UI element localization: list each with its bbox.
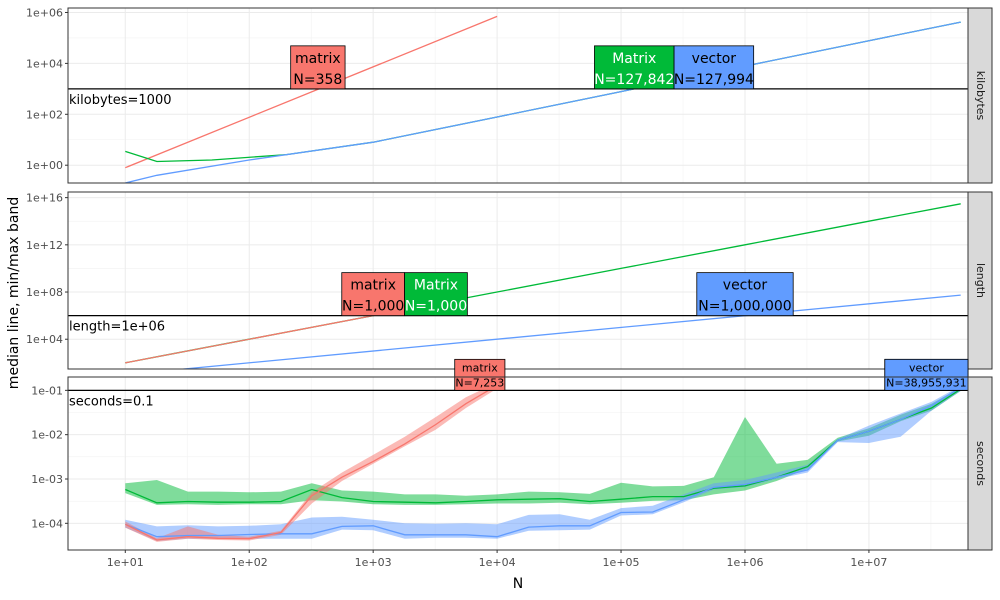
direct-label-n: N=38,955,931 (886, 376, 966, 389)
y-tick-label: 1e+04 (26, 57, 63, 70)
direct-label-matrix: matrix N=1,000 (341, 272, 405, 317)
direct-label-box (696, 272, 794, 317)
x-axis: 1e+01 1e+02 1e+03 1e+04 1e+05 1e+06 1e+07 (107, 550, 887, 569)
direct-label-n: N=1,000 (342, 299, 404, 315)
line-matrix (125, 15, 498, 169)
direct-label-name: vector (723, 278, 768, 294)
direct-label-n: N=7,253 (455, 376, 504, 389)
line-matrix (125, 384, 498, 541)
direct-label-matrix: matrix N=7,253 (454, 358, 506, 391)
x-axis-title: N (513, 576, 523, 592)
direct-label-Matrix: Matrix N=127,842 (594, 45, 675, 90)
y-tick-label: 1e-04 (31, 517, 63, 530)
x-tick-label: 1e+07 (850, 556, 887, 569)
direct-label-box (290, 45, 346, 90)
y-tick-label: 1e+16 (26, 192, 63, 205)
direct-label-name: matrix (350, 278, 396, 294)
direct-label-name: vector (909, 361, 944, 374)
panel-data (125, 203, 961, 369)
direct-label-n: N=127,994 (674, 72, 754, 88)
strip-background (967, 7, 993, 184)
direct-label-box (454, 358, 506, 391)
direct-label-name: Matrix (414, 278, 458, 294)
direct-label-vector: vector N=1,000,000 (696, 272, 794, 317)
direct-label-name: Matrix (612, 51, 656, 67)
y-tick-label: 1e-02 (31, 429, 63, 442)
direct-label-vector: vector N=38,955,931 (884, 358, 969, 391)
direct-label-name: matrix (462, 361, 498, 374)
direct-label-name: vector (692, 51, 737, 67)
x-tick-label: 1e+05 (603, 556, 640, 569)
line-vector (177, 294, 961, 369)
direct-label-box (594, 45, 675, 90)
direct-label-n: N=127,842 (594, 72, 674, 88)
x-tick-label: 1e+06 (726, 556, 763, 569)
threshold-label: seconds=0.1 (69, 394, 154, 409)
threshold-label: length=1e+06 (69, 320, 165, 335)
direct-label-box (341, 272, 405, 317)
strip-label-seconds: seconds (974, 441, 987, 486)
strip-label-kilobytes: kilobytes (974, 71, 987, 121)
y-tick-label: 1e+12 (26, 239, 63, 252)
direct-label-name: matrix (295, 51, 341, 67)
y-tick-label: 1e+06 (26, 6, 63, 19)
line-vector (125, 386, 963, 538)
y-tick-label: 1e+02 (26, 108, 63, 121)
y-tick-label: 1e+04 (26, 333, 63, 346)
direct-label-n: N=358 (293, 72, 342, 88)
y-axis-title: median line, min/max band (6, 197, 22, 389)
strip-background (967, 376, 993, 551)
direct-label-Matrix: Matrix N=1,000 (404, 272, 468, 317)
x-tick-label: 1e+02 (231, 556, 268, 569)
direct-label-box (673, 45, 755, 90)
y-tick-label: 1e+00 (26, 159, 63, 172)
x-tick-label: 1e+01 (107, 556, 144, 569)
y-tick-label: 1e-03 (31, 473, 63, 486)
threshold-label: kilobytes=1000 (69, 93, 172, 108)
panels-layer: kilobytes=1000 matrix N=358 Matrix N=127,842… (26, 6, 993, 551)
panel-data (125, 382, 963, 542)
direct-label-n: N=1,000 (405, 299, 467, 315)
band-Matrix (125, 386, 962, 505)
panel-seconds: seconds=0.1matrixN=7,253MatrixN=38,704,2… (31, 358, 993, 551)
line-matrix (125, 314, 374, 364)
line-vector (125, 21, 961, 183)
direct-label-n: N=1,000,000 (698, 299, 791, 315)
direct-label-box (404, 272, 468, 317)
x-tick-label: 1e+04 (479, 556, 516, 569)
panel-background (68, 8, 968, 183)
direct-label-matrix: matrix N=358 (290, 45, 346, 90)
y-tick-label: 1e+08 (26, 286, 63, 299)
panel-data (125, 15, 961, 183)
x-tick-label: 1e+03 (355, 556, 392, 569)
direct-label-vector: vector N=127,994 (673, 45, 755, 90)
line-Matrix (125, 387, 963, 504)
panel-background (68, 192, 968, 369)
strip-background (967, 191, 993, 370)
y-tick-label: 1e-01 (31, 384, 63, 397)
panel-length: length=1e+06 matrix N=1,000 Matrix N=1,000 ve… (26, 191, 993, 370)
direct-label-box (884, 358, 969, 391)
strip-label-length: length (974, 263, 987, 298)
panel-kilobytes: kilobytes=1000 matrix N=358 Matrix N=127,842… (26, 6, 993, 184)
